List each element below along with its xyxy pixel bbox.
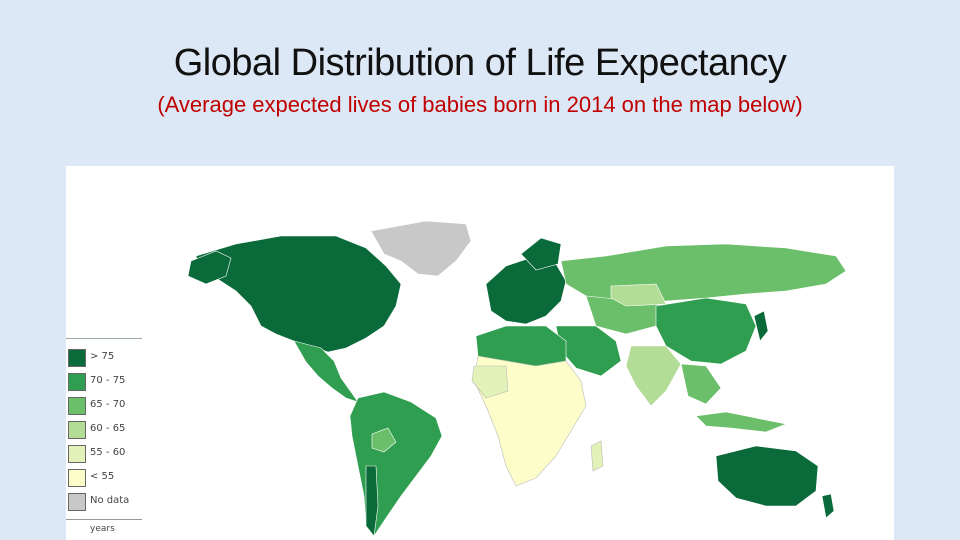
- map-legend: > 75 70 - 75 65 - 70 60 - 65 55 - 60 < 5…: [66, 338, 142, 540]
- region-north-america: [195, 235, 402, 353]
- legend-swatch: [68, 469, 86, 487]
- slide-subtitle: (Average expected lives of babies born i…: [157, 92, 803, 117]
- region-japan: [753, 310, 769, 342]
- legend-label: 55 - 60: [90, 447, 126, 458]
- legend-item: > 75: [68, 349, 142, 367]
- legend-label: 60 - 65: [90, 423, 126, 434]
- legend-swatch: [68, 349, 86, 367]
- legend-label: 70 - 75: [90, 375, 126, 386]
- legend-label: 65 - 70: [90, 399, 126, 410]
- region-greenland: [370, 220, 472, 277]
- legend-swatch: [68, 445, 86, 463]
- legend-item: No data: [68, 493, 142, 511]
- region-alaska: [187, 250, 232, 285]
- region-south-america: [349, 391, 443, 537]
- world-map-panel: > 75 70 - 75 65 - 70 60 - 65 55 - 60 < 5…: [66, 166, 894, 540]
- slide-title: Global Distribution of Life Expectancy: [173, 42, 787, 84]
- legend-label: No data: [90, 495, 130, 506]
- region-madagascar: [590, 440, 604, 472]
- region-scandinavia: [520, 237, 562, 271]
- region-kazakhstan: [610, 283, 667, 307]
- region-china: [655, 297, 757, 365]
- legend-item: < 55: [68, 469, 142, 487]
- legend-swatch: [68, 421, 86, 439]
- legend-item: 55 - 60: [68, 445, 142, 463]
- region-europe: [485, 255, 567, 325]
- region-bolivia: [371, 427, 397, 453]
- region-russia: [560, 243, 847, 302]
- region-west-africa: [471, 365, 509, 399]
- legend-label: > 75: [90, 351, 115, 362]
- region-india: [625, 345, 682, 407]
- legend-item: 65 - 70: [68, 397, 142, 415]
- legend-label: < 55: [90, 471, 115, 482]
- legend-swatch: [68, 373, 86, 391]
- legend-item: 70 - 75: [68, 373, 142, 391]
- legend-divider: [66, 519, 142, 520]
- world-map: [187, 220, 847, 537]
- region-chile: [365, 465, 379, 537]
- region-southeast-asia: [680, 363, 722, 405]
- region-indonesia: [695, 411, 788, 433]
- region-australia: [715, 445, 819, 507]
- legend-swatch: [68, 397, 86, 415]
- legend-swatch: [68, 493, 86, 511]
- legend-unit: years: [90, 524, 115, 534]
- legend-item: 60 - 65: [68, 421, 142, 439]
- region-new-zealand: [821, 493, 835, 519]
